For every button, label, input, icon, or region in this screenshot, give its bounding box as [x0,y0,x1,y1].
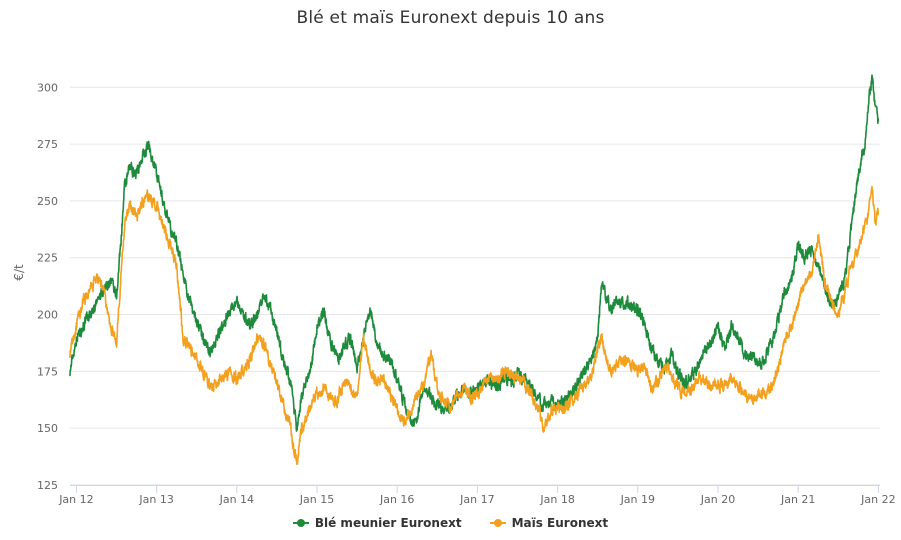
x-tick-label: Jan 20 [700,493,735,506]
y-tick-label: 175 [37,365,58,378]
y-axis-title: €/t [12,264,26,281]
y-tick-label: 125 [37,479,58,492]
legend-label: Blé meunier Euronext [314,516,462,530]
x-tick-label: Jan 19 [620,493,655,506]
y-tick-label: 150 [37,422,58,435]
series-line-ble [69,74,880,432]
grid-lines [70,86,880,486]
legend: Blé meunier Euronext Maïs Euronext [0,516,901,530]
x-tick-label: Jan 22 [860,493,895,506]
x-tick-label: Jan 15 [299,493,334,506]
y-tick-label: 250 [37,195,58,208]
legend-dot [296,519,305,527]
axes: 125 150 175 200 225 250 275 300 Jan 12 Jan 13 Jan … [12,81,896,506]
x-tick-label: Jan 21 [780,493,815,506]
chart-title: Blé et maïs Euronext depuis 10 ans [296,8,605,28]
legend-label: Maïs Euronext [511,516,609,530]
legend-marker-icon [292,519,309,527]
series-lines [69,74,880,466]
y-tick-label: 300 [37,81,58,94]
legend-item-ble[interactable]: Blé meunier Euronext [292,516,462,530]
y-tick-label: 225 [37,252,58,265]
series-line-mais [69,185,880,466]
x-tick-label: Jan 12 [58,493,93,506]
x-tick-label: Jan 16 [379,493,414,506]
legend-dot [493,519,502,527]
legend-marker-icon [489,519,506,527]
x-tick-label: Jan 18 [539,493,574,506]
x-tick-label: Jan 13 [138,493,173,506]
x-tick-label: Jan 14 [219,493,254,506]
legend-item-mais[interactable]: Maïs Euronext [489,516,609,530]
y-tick-label: 200 [37,309,58,322]
x-tick-label: Jan 17 [459,493,494,506]
y-tick-label: 275 [37,138,58,151]
